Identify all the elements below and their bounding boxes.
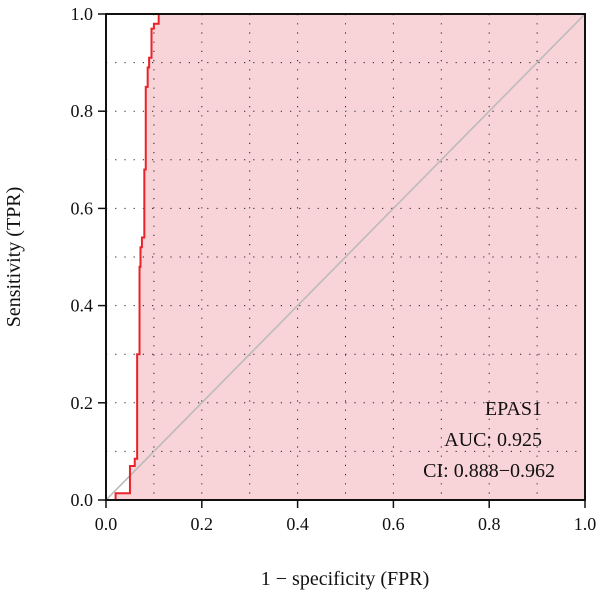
x-tick-label: 0.2	[191, 514, 214, 534]
axes: 0.0 0.2 0.4 0.6 0.8 1.0 0.0 0.2 0.4 0.6 0.8 1.0	[71, 4, 597, 534]
x-tick-label: 0.4	[286, 514, 309, 534]
y-tick-label: 1.0	[71, 4, 94, 24]
gene-label: EPAS1	[485, 398, 542, 420]
x-tick-label: 0.8	[478, 514, 501, 534]
y-tick-label: 0.6	[71, 198, 94, 218]
y-tick-label: 0.2	[71, 393, 94, 413]
auc-label: AUC: 0.925	[444, 429, 542, 451]
plot-area	[105, 13, 586, 501]
y-tick-label: 0.0	[71, 490, 94, 510]
x-tick-label: 1.0	[574, 514, 597, 534]
x-axis-label: 1 − specificity (FPR)	[261, 568, 430, 590]
y-axis-label: Sensitivity (TPR)	[3, 187, 25, 328]
y-tick-label: 0.4	[71, 296, 94, 316]
roc-curve	[106, 13, 585, 501]
diagonal-reference-line	[105, 13, 586, 501]
x-tick-label: 0.6	[382, 514, 405, 534]
ci-label: CI: 0.888−0.962	[423, 460, 555, 482]
plot-frame	[105, 13, 586, 501]
y-tick-label: 0.8	[71, 101, 94, 121]
x-tick-label: 0.0	[95, 514, 118, 534]
